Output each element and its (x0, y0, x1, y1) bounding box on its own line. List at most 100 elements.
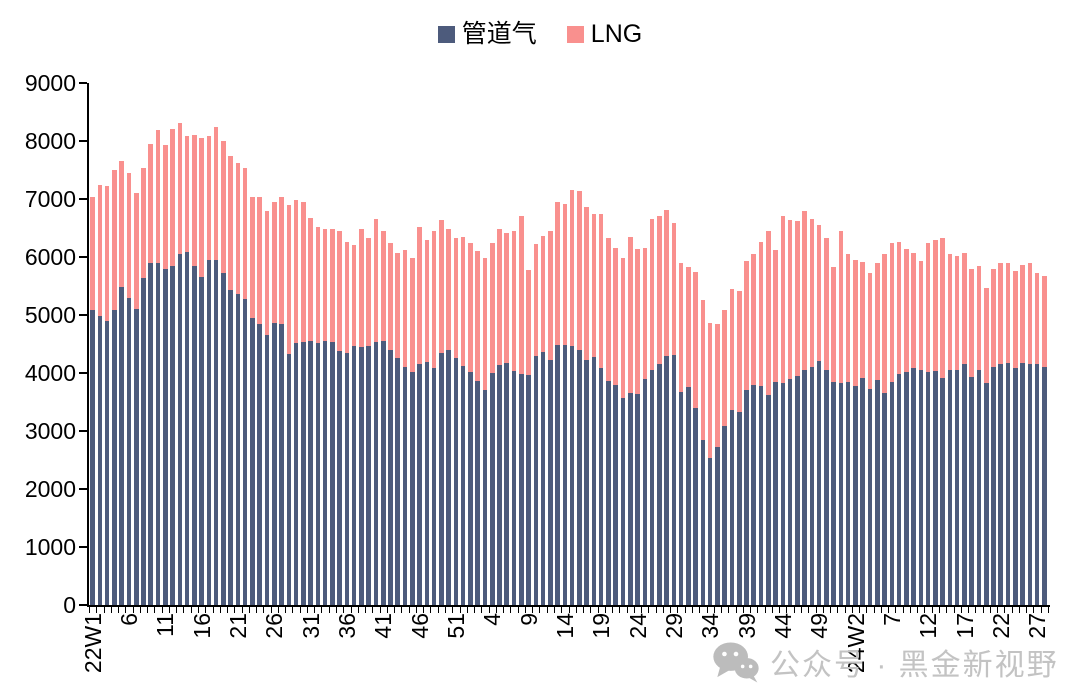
bar-segment-lng (402, 250, 408, 367)
y-tick (79, 140, 87, 142)
x-tick (670, 607, 672, 613)
bar (322, 228, 328, 605)
bar-segment-lng (998, 263, 1004, 364)
bar (264, 210, 270, 605)
bar-segment-pipeline (715, 446, 720, 605)
bar-segment-pipeline (911, 368, 916, 605)
bar-segment-pipeline (983, 382, 989, 605)
bar-segment-lng (700, 299, 706, 440)
bar-segment-lng (780, 216, 786, 384)
bar-segment-pipeline (424, 361, 430, 605)
bar-segment-lng (664, 210, 669, 357)
bar-segment-pipeline (199, 276, 204, 605)
x-tick (655, 607, 657, 613)
bar-segment-lng (242, 168, 248, 300)
x-tick (1011, 607, 1013, 613)
bar (1005, 262, 1011, 605)
x-tick (553, 607, 555, 613)
x-tick (786, 607, 788, 613)
bar-segment-pipeline (904, 371, 909, 605)
x-tick (626, 607, 628, 613)
x-tick (764, 607, 766, 613)
x-tick (227, 607, 229, 613)
bar (184, 135, 190, 605)
x-tick (415, 607, 417, 613)
bar-segment-lng (976, 266, 982, 371)
x-tick (466, 607, 468, 613)
bar (816, 224, 822, 605)
bar (337, 231, 342, 605)
bar-segment-lng (141, 167, 146, 279)
bar-segment-lng (838, 230, 844, 383)
x-tick-label: 36 (333, 613, 360, 639)
bar-segment-lng (235, 163, 241, 295)
bar-segment-pipeline (606, 381, 611, 605)
x-tick (975, 607, 977, 613)
bar-segment-pipeline (642, 379, 648, 605)
bar-segment-pipeline (402, 366, 408, 605)
bar-segment-pipeline (417, 364, 422, 605)
bar-segment-lng (155, 129, 161, 263)
bar-segment-pipeline (635, 393, 640, 605)
x-tick (314, 607, 316, 613)
bar (911, 252, 916, 605)
x-tick (510, 607, 512, 613)
x-tick (946, 607, 948, 613)
bar (453, 238, 459, 605)
bar (170, 129, 175, 605)
x-tick (721, 607, 723, 613)
bar-segment-pipeline (112, 310, 117, 605)
y-tick-label: 3000 (24, 418, 76, 444)
bar-segment-lng (1042, 275, 1047, 368)
bar-segment-pipeline (845, 381, 851, 605)
bar-segment-pipeline (366, 346, 371, 605)
x-tick (285, 607, 287, 613)
legend-label-lng: LNG (590, 20, 643, 48)
bar-segment-pipeline (613, 385, 618, 605)
x-tick (495, 607, 497, 613)
y-tick (79, 430, 87, 432)
bar-segment-pipeline (170, 266, 175, 605)
watermark-text: 公众号 · 黑金新视野 (770, 649, 1059, 682)
bar-segment-lng (533, 244, 539, 357)
bar-segment-lng (693, 272, 698, 409)
bar-segment-lng (896, 241, 902, 374)
bar-segment-lng (722, 309, 727, 427)
y-tick (79, 314, 87, 316)
bar-segment-lng (715, 324, 720, 447)
bar-segment-pipeline (439, 353, 444, 605)
bar-segment-lng (744, 261, 749, 390)
bar (330, 229, 335, 605)
x-tick-label: 14 (551, 613, 578, 639)
bar-segment-pipeline (838, 382, 844, 605)
legend-item-pipeline: 管道气 (437, 22, 537, 47)
x-tick (662, 607, 664, 613)
bar (90, 196, 95, 605)
x-tick (190, 607, 192, 613)
bar (983, 287, 989, 605)
bar-segment-pipeline (460, 366, 466, 605)
x-tick (561, 607, 563, 613)
bar-segment-lng (497, 229, 502, 366)
bar (904, 249, 909, 605)
bar-segment-pipeline (860, 377, 866, 605)
bar (598, 214, 604, 605)
bar-segment-lng (431, 230, 437, 368)
bar (838, 230, 844, 605)
x-tick (677, 607, 679, 613)
bar (882, 254, 887, 605)
x-tick (982, 607, 984, 613)
x-tick (96, 607, 98, 613)
x-tick (800, 607, 802, 613)
bar-segment-pipeline (192, 266, 197, 605)
bar-segment-pipeline (301, 341, 306, 605)
bar-segment-pipeline (976, 370, 982, 605)
bar-segment-pipeline (380, 341, 386, 605)
bar-segment-pipeline (736, 411, 742, 605)
bar-segment-pipeline (1027, 363, 1033, 605)
bar-segment-lng (351, 244, 357, 347)
bar-segment-lng (1027, 263, 1033, 364)
bar-segment-pipeline (163, 268, 168, 605)
x-tick (997, 607, 999, 613)
